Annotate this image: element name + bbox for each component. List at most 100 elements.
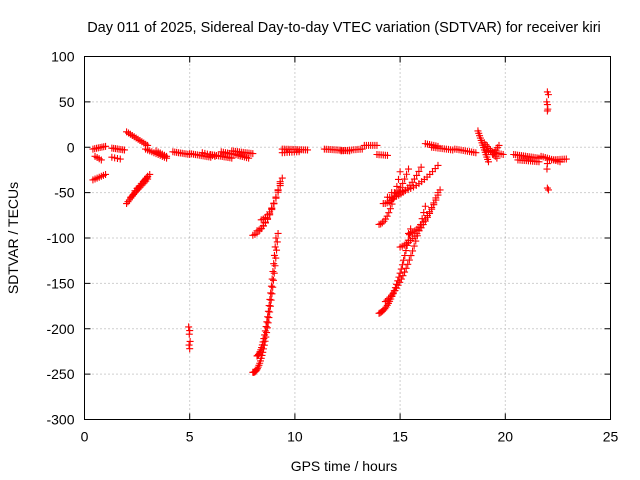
data-point bbox=[272, 194, 280, 202]
data-point bbox=[434, 189, 442, 197]
data-point bbox=[120, 146, 128, 154]
data-point bbox=[394, 175, 402, 183]
data-point bbox=[403, 170, 411, 178]
data-point bbox=[401, 252, 409, 260]
data-point bbox=[402, 264, 410, 272]
data-point bbox=[266, 302, 274, 310]
y-tick-label: 100 bbox=[51, 49, 75, 65]
data-point bbox=[270, 269, 278, 277]
data-point bbox=[163, 152, 171, 160]
data-point bbox=[397, 183, 405, 191]
data-point bbox=[266, 308, 274, 316]
y-axis-label: SDTVAR / TECUs bbox=[5, 182, 21, 294]
data-point bbox=[405, 256, 413, 264]
data-point bbox=[385, 295, 393, 303]
x-tick-label: 15 bbox=[392, 429, 408, 445]
data-point bbox=[420, 209, 428, 217]
data-point bbox=[401, 175, 409, 183]
data-point bbox=[423, 212, 431, 220]
data-point bbox=[266, 295, 274, 303]
data-point bbox=[472, 149, 480, 157]
plot-frame bbox=[84, 56, 611, 420]
data-point bbox=[421, 202, 429, 210]
data-point bbox=[278, 174, 286, 182]
data-point bbox=[386, 205, 394, 213]
data-point bbox=[410, 175, 418, 183]
data-point bbox=[272, 234, 280, 242]
y-tick-label: 50 bbox=[59, 94, 75, 110]
data-point bbox=[304, 146, 312, 154]
data-point bbox=[430, 199, 438, 207]
data-point bbox=[270, 251, 278, 259]
x-tick-label: 20 bbox=[498, 429, 514, 445]
tick-labels: 0 5 10 15 20 25 100 50 0 -50 -100 -150 -200 -250 -300 bbox=[46, 49, 618, 445]
data-point bbox=[426, 208, 434, 216]
data-point bbox=[264, 313, 272, 321]
data-point bbox=[245, 154, 253, 162]
data-point bbox=[543, 107, 551, 115]
data-point bbox=[413, 171, 421, 179]
data-points bbox=[89, 88, 570, 376]
data-point bbox=[260, 335, 268, 343]
data-point bbox=[434, 161, 442, 169]
data-point bbox=[265, 314, 273, 322]
data-point bbox=[269, 268, 277, 276]
data-point bbox=[268, 275, 276, 283]
y-tick-label: -100 bbox=[46, 230, 74, 246]
data-point bbox=[264, 307, 272, 315]
data-point bbox=[274, 229, 282, 237]
data-point bbox=[383, 296, 391, 304]
data-point bbox=[407, 252, 415, 260]
data-point bbox=[401, 268, 409, 276]
data-point bbox=[259, 338, 267, 346]
data-point bbox=[185, 341, 193, 349]
data-point bbox=[499, 151, 507, 159]
data-point bbox=[394, 281, 402, 289]
data-point bbox=[263, 318, 271, 326]
data-point bbox=[267, 289, 275, 297]
data-point bbox=[97, 156, 105, 164]
data-point bbox=[396, 278, 404, 286]
x-tick-label: 25 bbox=[603, 429, 619, 445]
data-point bbox=[270, 200, 278, 208]
data-point bbox=[273, 246, 281, 254]
data-point bbox=[544, 91, 552, 99]
y-tick-label: -300 bbox=[46, 412, 74, 428]
x-axis-label: GPS time / hours bbox=[291, 458, 398, 474]
data-point bbox=[410, 242, 418, 250]
data-point bbox=[373, 141, 381, 149]
data-point bbox=[274, 188, 282, 196]
data-point bbox=[385, 209, 393, 217]
data-point bbox=[358, 145, 366, 153]
data-point bbox=[116, 155, 124, 163]
data-point bbox=[264, 319, 272, 327]
data-point bbox=[544, 186, 552, 194]
data-point bbox=[185, 330, 193, 338]
y-tick-label: -200 bbox=[46, 321, 74, 337]
x-tick-label: 10 bbox=[287, 429, 303, 445]
data-point bbox=[102, 170, 110, 178]
data-point bbox=[402, 247, 410, 255]
y-tick-label: -250 bbox=[46, 366, 74, 382]
data-point bbox=[543, 165, 551, 173]
data-point bbox=[484, 158, 492, 166]
data-point bbox=[261, 331, 269, 339]
data-point bbox=[271, 243, 279, 251]
data-point bbox=[258, 341, 266, 349]
data-point bbox=[270, 260, 278, 268]
data-point bbox=[269, 276, 277, 284]
data-point bbox=[268, 290, 276, 298]
data-point bbox=[562, 155, 570, 163]
data-point bbox=[186, 337, 194, 345]
data-point bbox=[399, 272, 407, 280]
data-point bbox=[535, 158, 543, 166]
data-point bbox=[269, 283, 277, 291]
data-point bbox=[397, 265, 405, 273]
data-point bbox=[295, 148, 303, 156]
data-point bbox=[146, 170, 154, 178]
data-point bbox=[404, 260, 412, 268]
y-tick-label: -50 bbox=[54, 185, 74, 201]
data-point bbox=[495, 141, 503, 149]
data-point bbox=[432, 194, 440, 202]
